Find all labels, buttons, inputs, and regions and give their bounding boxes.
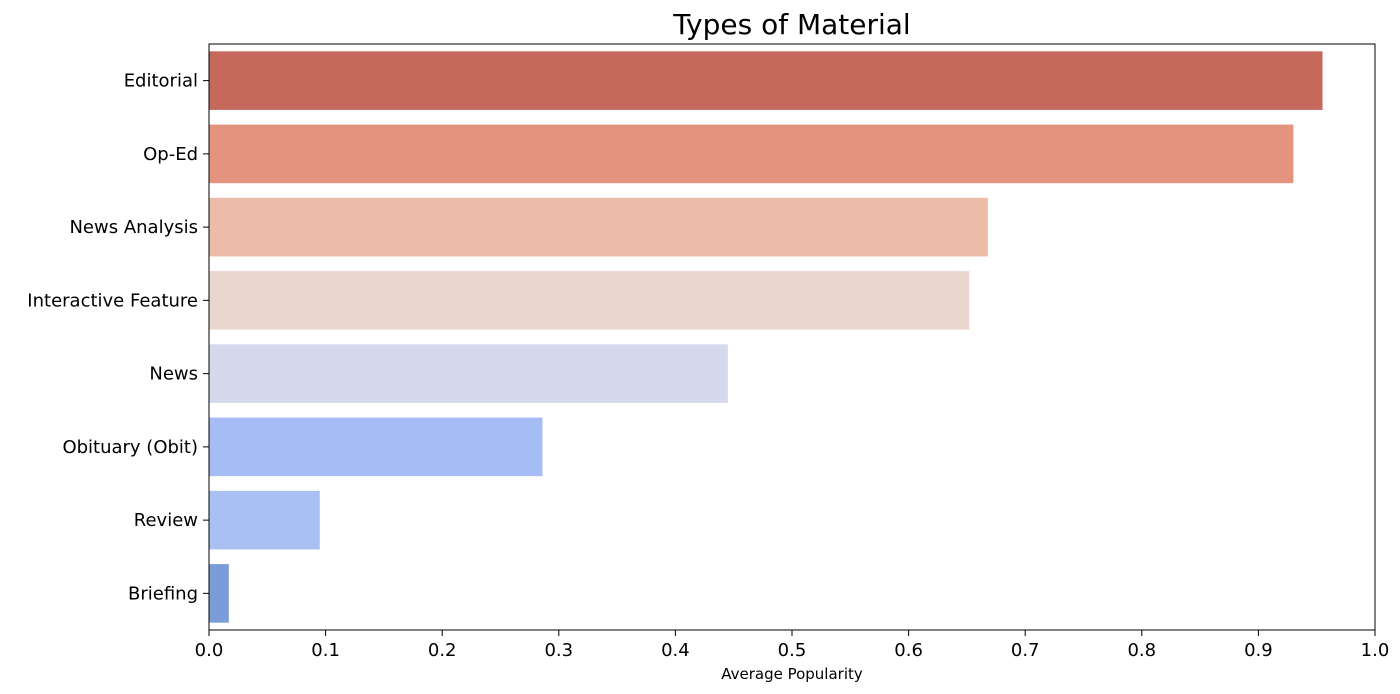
x-tick-label: 0.2 (428, 640, 457, 661)
x-tick-label: 0.3 (544, 640, 573, 661)
bar (209, 271, 970, 330)
x-axis-label: Average Popularity (721, 665, 863, 683)
category-label: Review (134, 510, 198, 531)
x-tick-label: 0.0 (195, 640, 224, 661)
bar (209, 490, 320, 550)
bar (209, 417, 543, 477)
category-label: Obituary (Obit) (62, 437, 198, 458)
category-label: Briefing (128, 583, 198, 604)
x-tick-label: 0.7 (1011, 640, 1040, 661)
chart-title: Types of Material (672, 8, 910, 41)
x-tick-label: 1.0 (1361, 640, 1390, 661)
x-tick-label: 0.5 (778, 640, 807, 661)
x-tick-label: 0.8 (1127, 640, 1156, 661)
bar (209, 344, 728, 403)
bars-group (209, 51, 1323, 623)
category-label: News Analysis (69, 217, 198, 238)
x-tick-label: 0.1 (311, 640, 340, 661)
category-label: News (149, 364, 198, 385)
category-label: Editorial (124, 71, 198, 92)
category-label: Interactive Feature (27, 290, 198, 311)
x-tick-label: 0.6 (894, 640, 923, 661)
bar (209, 564, 229, 623)
x-tick-label: 0.4 (661, 640, 690, 661)
bar (209, 124, 1294, 184)
x-tick-label: 0.9 (1244, 640, 1273, 661)
x-axis-ticks: 0.0 0.1 0.2 0.3 0.4 0.5 0.6 0.7 0.8 0.9 1.0 (195, 630, 1390, 661)
bar (209, 197, 988, 257)
bar (209, 51, 1323, 110)
plot-frame (208, 43, 1376, 631)
category-label: Op-Ed (143, 144, 198, 165)
category-labels: Editorial Op-Ed News Analysis Interactive F… (27, 71, 209, 604)
